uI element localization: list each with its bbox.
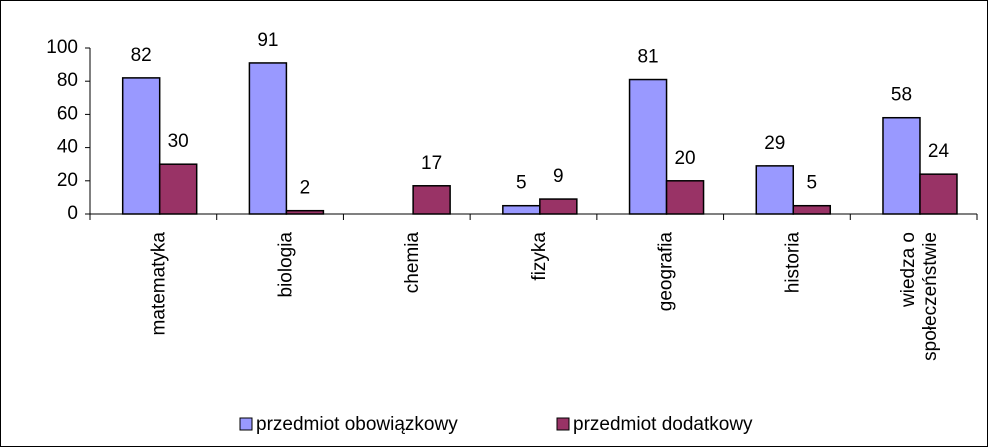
data-label: 5 — [516, 173, 527, 194]
data-label: 20 — [674, 148, 695, 169]
legend-swatch — [556, 417, 570, 431]
x-tick-label: historia — [782, 232, 803, 294]
bar — [539, 198, 578, 215]
bar — [121, 77, 161, 215]
y-tick-label: 60 — [57, 103, 78, 124]
legend-swatch — [239, 417, 253, 431]
x-tick-label: geografia — [656, 232, 677, 312]
y-tick-label: 0 — [67, 203, 78, 224]
bar — [628, 78, 668, 215]
bar — [792, 204, 832, 215]
data-label: 9 — [553, 166, 564, 187]
x-tick-label: matematyka — [149, 232, 170, 336]
data-label: 17 — [421, 153, 442, 174]
bar — [919, 173, 958, 215]
data-label: 91 — [257, 30, 278, 51]
x-tick-label: fizyka — [529, 232, 550, 281]
bar — [248, 62, 288, 215]
x-tick-label: wiedza ospołeczeństwie — [898, 232, 941, 361]
bar — [502, 204, 541, 215]
bar — [285, 209, 325, 215]
data-label: 5 — [806, 173, 817, 194]
y-tick-label: 20 — [57, 170, 78, 191]
bar — [412, 185, 451, 215]
y-tick-label: 40 — [57, 137, 78, 158]
x-tick-label: biologia — [275, 232, 296, 298]
data-label: 81 — [637, 47, 658, 68]
data-label: 30 — [168, 131, 189, 152]
y-tick-label: 80 — [57, 70, 78, 91]
data-label: 29 — [764, 133, 785, 154]
bar — [882, 116, 921, 215]
data-label: 58 — [891, 85, 912, 106]
legend-label: przedmiot dodatkowy — [573, 414, 753, 435]
data-label: 82 — [131, 45, 152, 66]
bar — [665, 180, 705, 215]
legend-label: przedmiot obowiązkowy — [256, 414, 458, 435]
x-tick-label: chemia — [402, 232, 423, 294]
y-tick-label: 100 — [46, 37, 78, 58]
bar — [755, 165, 795, 215]
bar — [158, 163, 198, 215]
data-label: 24 — [928, 141, 950, 162]
data-label: 2 — [300, 178, 311, 199]
